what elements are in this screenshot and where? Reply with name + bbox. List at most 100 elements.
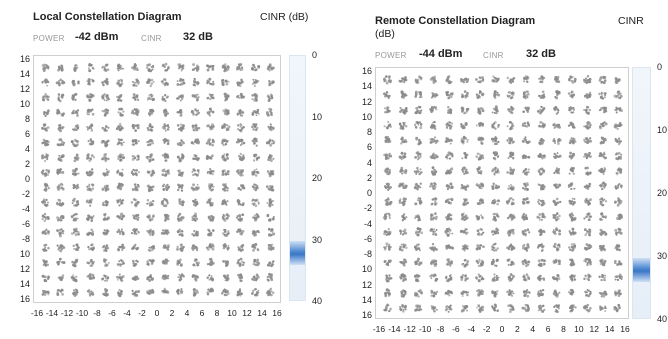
- constellation-point: [177, 169, 184, 178]
- constellation-point: [430, 305, 439, 313]
- constellation-point: [192, 77, 200, 87]
- constellation-point: [521, 182, 529, 191]
- x-tick-label: -2: [482, 324, 491, 334]
- constellation-point: [57, 93, 65, 103]
- constellation-point: [553, 167, 561, 175]
- constellation-point: [429, 120, 437, 130]
- y-tick-label: -2: [21, 189, 30, 199]
- remote-cinr-heading-wrap: (dB): [375, 28, 395, 40]
- constellation-point: [599, 197, 608, 207]
- constellation-point: [383, 75, 393, 85]
- constellation-point: [265, 138, 276, 147]
- constellation-point: [115, 122, 124, 132]
- x-tick-label: 2: [169, 308, 175, 318]
- constellation-point: [567, 181, 576, 191]
- constellation-point: [400, 136, 408, 145]
- constellation-point: [430, 289, 439, 298]
- constellation-point: [161, 123, 170, 132]
- x-tick-label: -8: [436, 324, 445, 334]
- constellation-point: [537, 183, 546, 191]
- constellation-point: [85, 198, 93, 207]
- constellation-point: [490, 182, 501, 191]
- constellation-point: [399, 273, 407, 282]
- x-tick-label: 4: [184, 308, 190, 318]
- constellation-point: [538, 228, 546, 237]
- constellation-point: [445, 244, 455, 250]
- constellation-point: [176, 288, 184, 295]
- constellation-point: [598, 167, 607, 175]
- constellation-point: [206, 77, 215, 86]
- x-tick-label: 0: [154, 308, 160, 318]
- constellation-point: [252, 258, 261, 267]
- constellation-point: [444, 137, 453, 145]
- constellation-point: [568, 137, 577, 145]
- constellation-point: [85, 168, 94, 177]
- constellation-point: [445, 212, 453, 221]
- constellation-point: [176, 139, 185, 147]
- constellation-point: [476, 227, 485, 236]
- constellation-point: [56, 198, 65, 207]
- constellation-point: [146, 184, 155, 193]
- local-panel-title: Local Constellation Diagram: [33, 11, 182, 23]
- remote-cinr-heading: CINR: [618, 15, 644, 27]
- constellation-point: [536, 274, 546, 282]
- constellation-point: [87, 138, 95, 146]
- cinr-scale-tick: 30: [657, 251, 668, 261]
- constellation-point: [70, 92, 78, 101]
- y-tick-label: 10: [361, 111, 372, 122]
- constellation-point: [176, 258, 183, 267]
- constellation-point: [191, 63, 200, 72]
- constellation-point: [568, 151, 575, 160]
- cinr-scale-tick: 10: [657, 125, 668, 135]
- constellation-point: [583, 151, 593, 160]
- constellation-point: [223, 92, 230, 102]
- constellation-point: [399, 258, 408, 267]
- constellation-point: [86, 228, 95, 237]
- constellation-point: [101, 274, 110, 282]
- constellation-point: [583, 182, 592, 190]
- y-tick-label: 10: [19, 249, 30, 259]
- constellation-point: [477, 136, 485, 145]
- local-cinr-value: 32 dB: [183, 31, 213, 43]
- constellation-point: [145, 78, 155, 88]
- constellation-point: [383, 91, 391, 100]
- constellation-point: [206, 123, 215, 131]
- constellation-point: [476, 166, 483, 175]
- constellation-point: [220, 288, 230, 297]
- constellation-point: [205, 154, 214, 160]
- constellation-point: [192, 154, 200, 162]
- y-tick-label: 16: [19, 54, 30, 64]
- constellation-point: [160, 77, 169, 87]
- constellation-point: [176, 212, 185, 222]
- constellation-point: [476, 304, 485, 313]
- x-tick-label: 8: [214, 308, 220, 318]
- constellation-point: [506, 243, 516, 251]
- constellation-point: [445, 75, 453, 85]
- constellation-point: [569, 304, 577, 313]
- cinr-scale-tick: 40: [657, 314, 668, 324]
- constellation-point: [206, 107, 215, 117]
- constellation-point: [493, 90, 501, 99]
- constellation-point: [117, 107, 125, 117]
- constellation-point: [268, 79, 275, 87]
- constellation-point: [102, 229, 110, 236]
- constellation-point: [568, 197, 576, 206]
- constellation-point: [131, 275, 140, 281]
- constellation-point: [251, 183, 259, 192]
- constellation-point: [267, 243, 275, 251]
- constellation-point: [86, 108, 95, 116]
- constellation-point: [73, 153, 80, 163]
- cinr-scale-tick: 0: [312, 50, 318, 60]
- constellation-point: [221, 213, 230, 222]
- constellation-point: [444, 304, 453, 313]
- constellation-point: [86, 123, 94, 132]
- constellation-point: [101, 63, 110, 73]
- constellation-point: [85, 153, 96, 163]
- y-tick-label: 16: [361, 310, 372, 320]
- x-tick-label: 6: [545, 324, 551, 334]
- constellation-point: [101, 184, 110, 192]
- constellation-point: [429, 273, 439, 282]
- constellation-point: [447, 105, 453, 115]
- constellation-point: [131, 123, 140, 132]
- constellation-point: [70, 227, 80, 237]
